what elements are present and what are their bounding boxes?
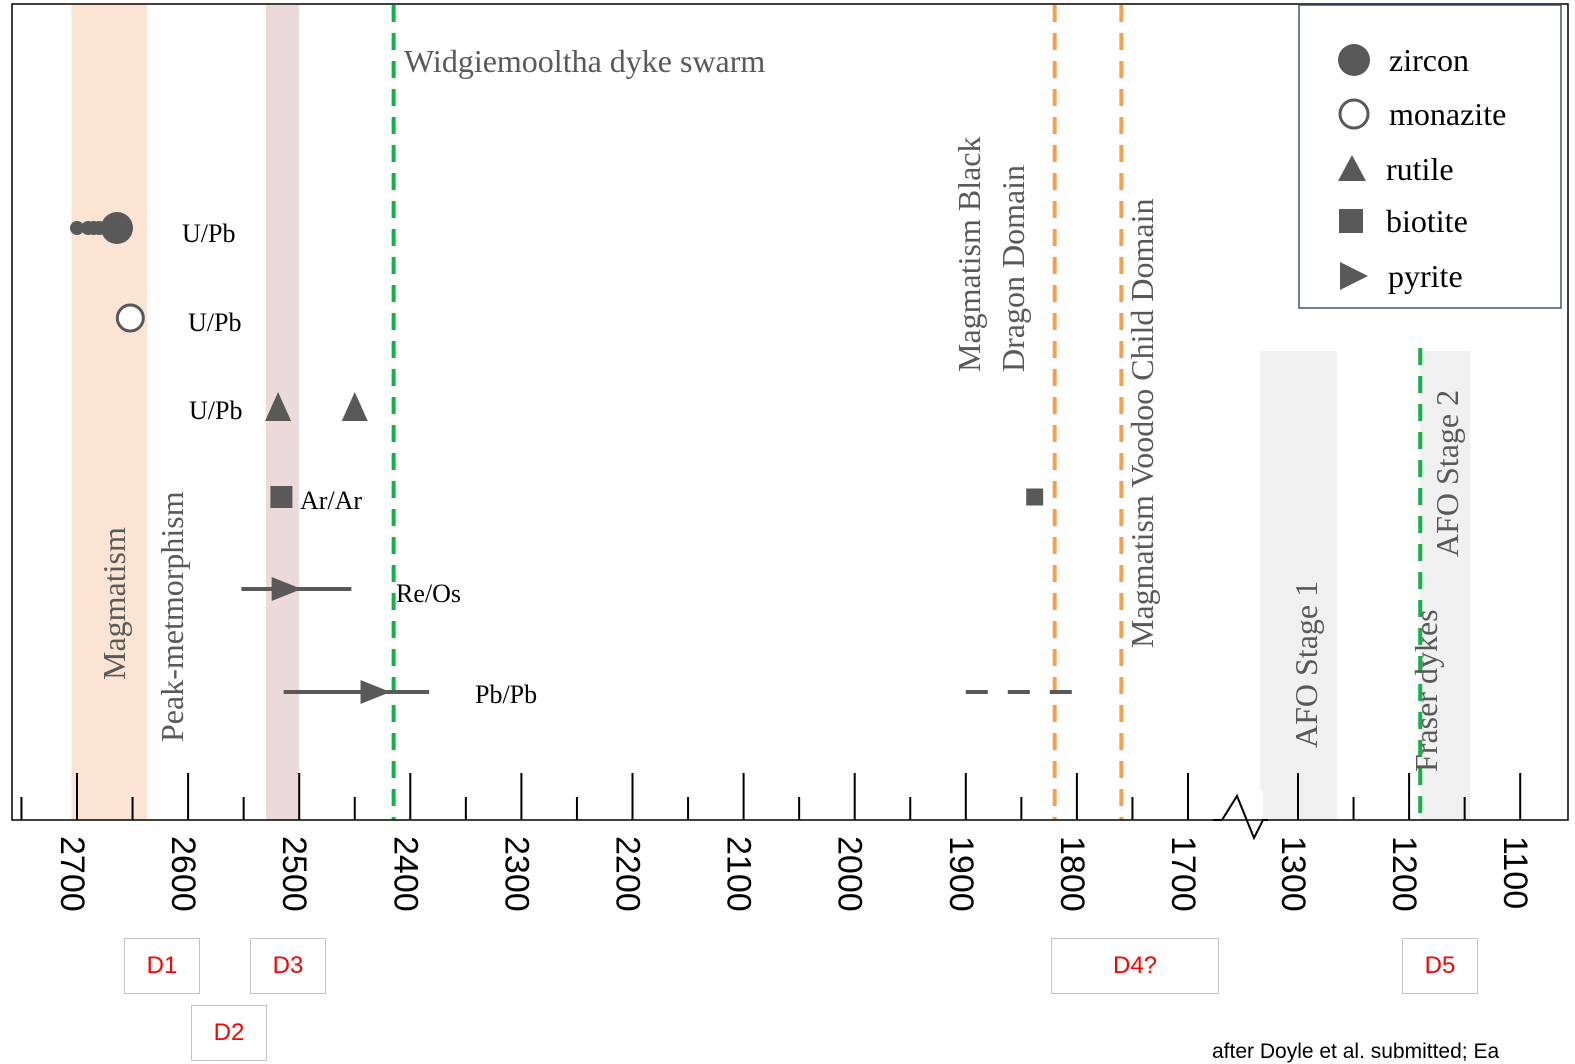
point-biotite-3-1 [1026,488,1044,506]
method-label-biotite: Ar/Ar [300,486,362,515]
event-d1: D1 [124,938,200,994]
legend: zircon monazite rutile biotite pyrite [1298,4,1562,309]
point-rutile-2-0 [265,392,292,421]
legend-biotite-label: biotite [1386,203,1468,239]
legend-rutile-symbol [1338,155,1366,181]
point-zircon-0-5 [100,212,133,244]
vline-label-fraser-dykes: Fraser dykes [1408,609,1444,772]
plot-frame [11,3,1569,821]
source-credit: after Doyle et al. submitted; Ea [1212,1040,1500,1063]
x-tick-label-1200: 1200 [1385,836,1423,912]
legend-rutile-label: rutile [1386,151,1454,187]
vline-label-voodoo-child: Magmatism Voodoo Child Domain [1124,199,1160,649]
band-label-peak-metamorphism: Peak-metmorphism [154,491,190,742]
legend-pyrite-label: pyrite [1388,258,1463,294]
x-tick-label-1900: 1900 [942,836,980,912]
x-tick-label-1800: 1800 [1053,836,1091,912]
event-d4: D4? [1051,938,1219,994]
legend-zircon-symbol [1338,44,1370,76]
band-2 [1260,351,1337,820]
legend-pyrite-symbol [1340,262,1368,290]
band-label-afo-stage-1: AFO Stage 1 [1288,581,1324,748]
legend-biotite-symbol [1339,209,1363,233]
method-label-pyrite-reos: Re/Os [396,579,461,608]
band-3 [1420,351,1471,820]
point-biotite-3-0 [270,486,293,508]
point-rutile-2-1 [341,392,368,421]
x-tick-label-1300: 1300 [1274,836,1312,912]
event-d2: D2 [191,1005,267,1061]
method-label-zircon: U/Pb [182,219,235,248]
band-label-afo-stage-2: AFO Stage 2 [1429,390,1465,557]
band-label-magmatism: Magmatism [96,527,132,680]
point-zircon-0-0 [70,221,84,235]
method-label-pyrite-pbpb: Pb/Pb [475,680,537,709]
x-tick-label-2400: 2400 [386,836,424,912]
legend-monazite-symbol [1338,98,1370,130]
point-monazite-1-0 [115,303,145,333]
x-tick-label-1700: 1700 [1164,836,1202,912]
legend-zircon-label: zircon [1389,42,1469,78]
time-axis: 2700 2600 2500 2400 2300 2200 2100 2000 1900 1800… [20,773,1534,912]
x-tick-label-2300: 2300 [497,836,535,912]
black-dragon-line-2: Dragon Domain [995,165,1031,372]
x-tick-label-2100: 2100 [720,836,758,912]
x-tick-label-2200: 2200 [609,836,647,912]
band-0 [71,5,147,820]
x-tick-label-1100: 1100 [1496,836,1534,909]
method-label-rutile: U/Pb [189,396,242,425]
x-tick-label-2600: 2600 [164,836,202,912]
legend-monazite-label: monazite [1389,96,1506,132]
marks-layer [70,212,1074,704]
x-tick-label-2500: 2500 [275,836,313,912]
point-pyrite-4-0 [271,577,302,601]
vlines-layer [391,5,1423,820]
x-tick-label-2000: 2000 [831,836,869,912]
vline-label-black-dragon: Magmatism Black Dragon Domain [951,128,1031,372]
black-dragon-line-1: Magmatism Black [951,136,987,372]
event-d3: D3 [250,938,326,994]
point-pyrite-5-0 [360,680,391,704]
x-tick-label-2700: 2700 [53,836,91,912]
method-label-monazite: U/Pb [188,308,241,337]
event-d5: D5 [1402,938,1478,994]
vline-label-widgiemooltha: Widgiemooltha dyke swarm [404,43,765,79]
